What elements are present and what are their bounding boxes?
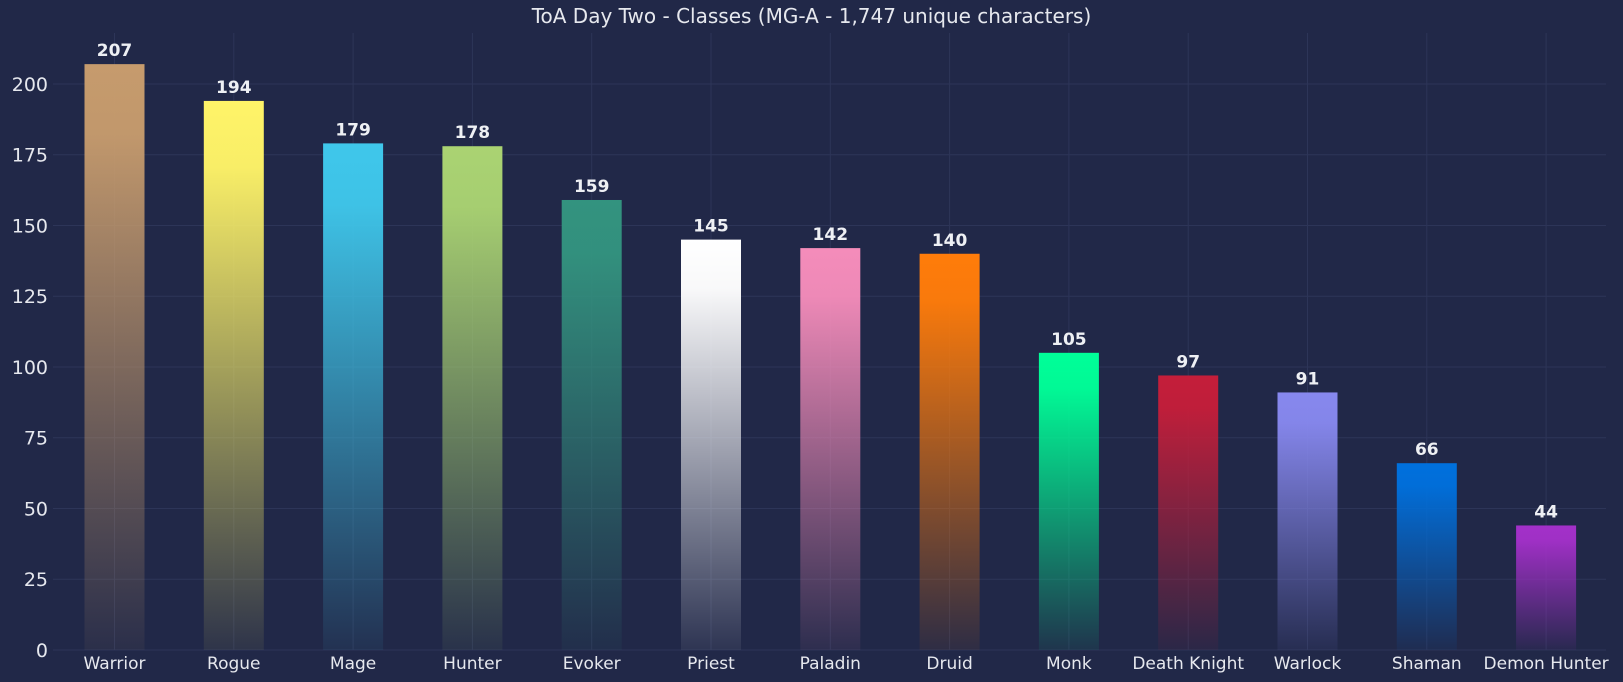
bar-warlock — [1277, 392, 1338, 650]
x-tick-label: Druid — [926, 654, 972, 674]
bar-value-label: 194 — [216, 78, 252, 98]
bar-value-label: 44 — [1534, 502, 1558, 522]
bar-value-label: 105 — [1051, 330, 1087, 350]
bar-value-label: 91 — [1296, 369, 1320, 389]
bar-evoker — [561, 199, 622, 650]
bar-hunter — [442, 146, 503, 651]
bar-monk — [1038, 352, 1099, 650]
labels-layer: 0 25 50 75 100 125 150 175 200 207 Warrior 194 Rogue… — [12, 41, 1609, 674]
x-tick-label: Warlock — [1274, 654, 1342, 674]
bar-value-label: 66 — [1415, 440, 1439, 460]
bar-druid — [919, 253, 980, 650]
y-tick-label: 150 — [12, 215, 48, 237]
y-tick-label: 0 — [36, 640, 48, 662]
x-tick-label: Warrior — [84, 654, 146, 674]
x-tick-label: Demon Hunter — [1484, 654, 1609, 674]
y-tick-label: 200 — [12, 74, 48, 96]
x-tick-label: Evoker — [563, 654, 621, 674]
bar-rogue — [203, 100, 264, 650]
x-tick-label: Shaman — [1392, 654, 1462, 674]
x-tick-label: Monk — [1046, 654, 1092, 674]
y-tick-label: 125 — [12, 286, 48, 308]
bar-value-label: 159 — [574, 177, 610, 197]
bar-death-knight — [1158, 375, 1219, 650]
bar-mage — [323, 143, 384, 650]
chart-title: ToA Day Two - Classes (MG-A - 1,747 uniq… — [531, 4, 1092, 28]
bar-paladin — [800, 248, 861, 650]
bar-shaman — [1396, 463, 1457, 650]
bars-layer — [84, 64, 1577, 651]
x-tick-label: Death Knight — [1132, 654, 1244, 674]
bar-value-label: 179 — [335, 120, 371, 140]
y-tick-label: 50 — [24, 498, 48, 520]
bar-value-label: 145 — [693, 217, 729, 237]
y-tick-label: 75 — [24, 428, 48, 450]
bar-value-label: 97 — [1176, 352, 1200, 372]
x-tick-label: Rogue — [207, 654, 260, 674]
bar-value-label: 178 — [455, 123, 491, 143]
x-tick-label: Hunter — [443, 654, 501, 674]
bar-priest — [681, 239, 741, 650]
bar-value-label: 207 — [97, 41, 133, 61]
bar-warrior — [84, 64, 145, 650]
y-tick-label: 25 — [24, 569, 48, 591]
x-tick-label: Priest — [687, 654, 735, 674]
x-tick-label: Mage — [330, 654, 376, 674]
bar-value-label: 142 — [813, 225, 849, 245]
y-tick-label: 175 — [12, 145, 48, 167]
bar-demon-hunter — [1516, 525, 1577, 650]
x-tick-label: Paladin — [800, 654, 861, 674]
bar-value-label: 140 — [932, 231, 968, 251]
y-tick-label: 100 — [12, 357, 48, 379]
